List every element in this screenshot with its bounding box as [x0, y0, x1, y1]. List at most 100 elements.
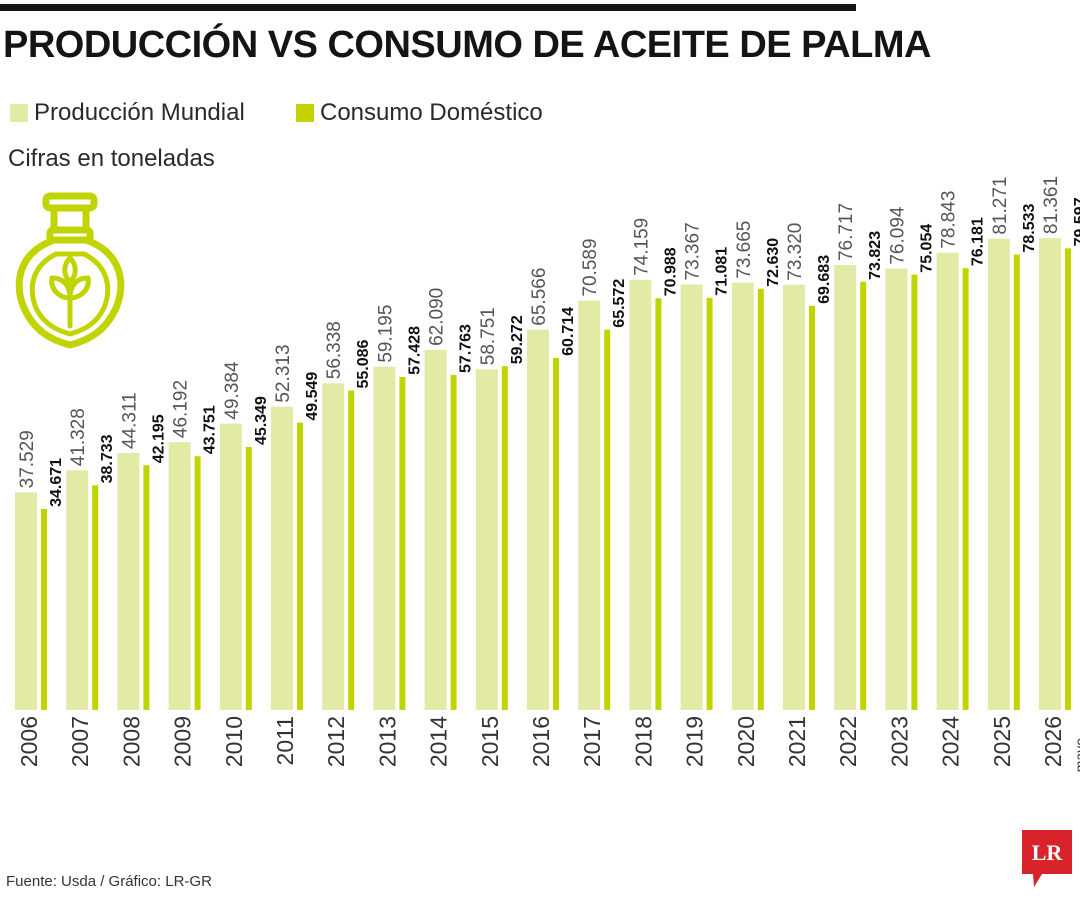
consumption-bar [911, 274, 918, 710]
x-tick-label: 2020 [733, 716, 759, 767]
x-tick-label: 2023 [886, 716, 912, 767]
x-tick-label: 2013 [374, 716, 400, 767]
x-tick-label: 2010 [221, 716, 247, 767]
production-value-label: 62.090 [427, 288, 448, 346]
x-tick-label: 2017 [579, 716, 605, 767]
production-value-label: 59.195 [375, 305, 396, 363]
production-value-label: 49.384 [222, 361, 243, 420]
consumption-value-label: 75.054 [918, 224, 935, 273]
x-tick-label: 2008 [118, 716, 144, 767]
x-tick-label: 2007 [67, 716, 93, 767]
x-tick-label: 2026 [1040, 716, 1066, 767]
consumption-value-label: 42.195 [150, 414, 167, 463]
consumption-value-label: 79.597 [1072, 197, 1080, 246]
production-value-label: 81.361 [1041, 176, 1062, 234]
production-value-label: 70.589 [580, 238, 601, 296]
x-tick-label: 2024 [938, 716, 964, 767]
consumption-bar [348, 390, 355, 710]
consumption-value-label: 38.733 [99, 434, 116, 483]
consumption-bar [245, 446, 252, 710]
svg-text:LR: LR [1032, 840, 1064, 865]
x-tick-note: mayo [1072, 738, 1080, 772]
consumption-value-label: 34.671 [48, 458, 65, 507]
production-value-label: 76.094 [887, 206, 908, 265]
consumption-value-label: 65.572 [611, 279, 628, 328]
production-bar [117, 452, 140, 710]
production-value-label: 78.843 [939, 191, 960, 249]
consumption-value-label: 49.549 [304, 372, 321, 421]
production-value-label: 65.566 [529, 268, 550, 326]
legend-item-production: Producción Mundial [10, 96, 245, 130]
legend-label-production: Producción Mundial [34, 99, 245, 126]
top-rule [0, 4, 856, 11]
production-bar [219, 423, 242, 710]
lr-logo: LR [1022, 830, 1072, 887]
x-tick-label: 2016 [528, 716, 554, 767]
production-bar [885, 268, 908, 710]
production-value-label: 76.717 [836, 203, 857, 261]
production-bar [475, 369, 498, 710]
chart-title: PRODUCCIÓN VS CONSUMO DE ACEITE DE PALMA [3, 24, 931, 66]
consumption-value-label: 57.428 [406, 326, 423, 375]
consumption-value-label: 76.181 [970, 217, 987, 266]
consumption-value-label: 71.081 [714, 247, 731, 296]
consumption-value-label: 72.630 [765, 238, 782, 287]
x-tick-label: 2018 [630, 716, 656, 767]
production-bar [15, 492, 37, 710]
x-tick-label: 2021 [784, 716, 810, 767]
consumption-bar [194, 456, 201, 710]
production-value-label: 44.311 [119, 392, 140, 449]
consumption-bar [501, 366, 508, 710]
production-value-label: 37.529 [17, 430, 38, 488]
chart-subtitle: Cifras en toneladas [8, 145, 215, 172]
x-tick-label: 2006 [16, 716, 42, 767]
consumption-bar [553, 357, 559, 710]
consumption-bar [143, 465, 150, 710]
production-bar [271, 406, 293, 710]
consumption-bar [41, 508, 47, 710]
x-tick-label: 2014 [426, 716, 452, 767]
production-value-label: 73.665 [734, 221, 755, 279]
consumption-bar [757, 288, 764, 710]
consumption-value-label: 70.988 [662, 247, 679, 296]
consumption-bar [1065, 248, 1071, 710]
production-bar [731, 282, 754, 710]
consumption-value-label: 45.349 [253, 396, 270, 445]
production-bar [322, 383, 345, 710]
consumption-bar [706, 297, 713, 710]
production-bar [424, 349, 447, 710]
legend-swatch-production [10, 104, 28, 122]
consumption-value-label: 57.763 [458, 324, 475, 373]
production-bar [168, 442, 191, 710]
consumption-value-label: 43.751 [202, 405, 219, 454]
consumption-bar [962, 268, 969, 710]
consumption-bar [399, 376, 406, 710]
x-tick-label: 2022 [835, 716, 861, 767]
production-bar [629, 279, 652, 710]
production-bar [578, 300, 601, 710]
production-bar [680, 284, 703, 710]
production-value-label: 81.271 [990, 177, 1011, 235]
consumption-bar [1013, 254, 1020, 710]
consumption-bar [809, 305, 815, 710]
production-bar [936, 252, 959, 710]
consumption-value-label: 55.086 [355, 339, 372, 388]
x-tick-label: 2015 [477, 716, 503, 767]
production-value-label: 52.313 [273, 344, 294, 402]
production-value-label: 73.367 [683, 222, 704, 280]
production-value-label: 73.320 [785, 223, 806, 281]
production-value-label: 56.338 [324, 321, 345, 379]
x-tick-label: 2012 [323, 716, 349, 767]
legend-item-consumption: Consumo Doméstico [296, 96, 543, 130]
legend-swatch-consumption [296, 104, 314, 122]
consumption-value-label: 73.823 [867, 231, 884, 280]
legend-label-consumption: Consumo Doméstico [320, 99, 543, 126]
consumption-bar [92, 485, 99, 710]
production-value-label: 41.328 [68, 408, 89, 466]
consumption-bar [655, 298, 662, 710]
x-tick-label: 2019 [682, 716, 708, 767]
production-value-label: 58.751 [478, 307, 499, 365]
consumption-value-label: 69.683 [816, 255, 833, 304]
production-bar [66, 470, 89, 710]
